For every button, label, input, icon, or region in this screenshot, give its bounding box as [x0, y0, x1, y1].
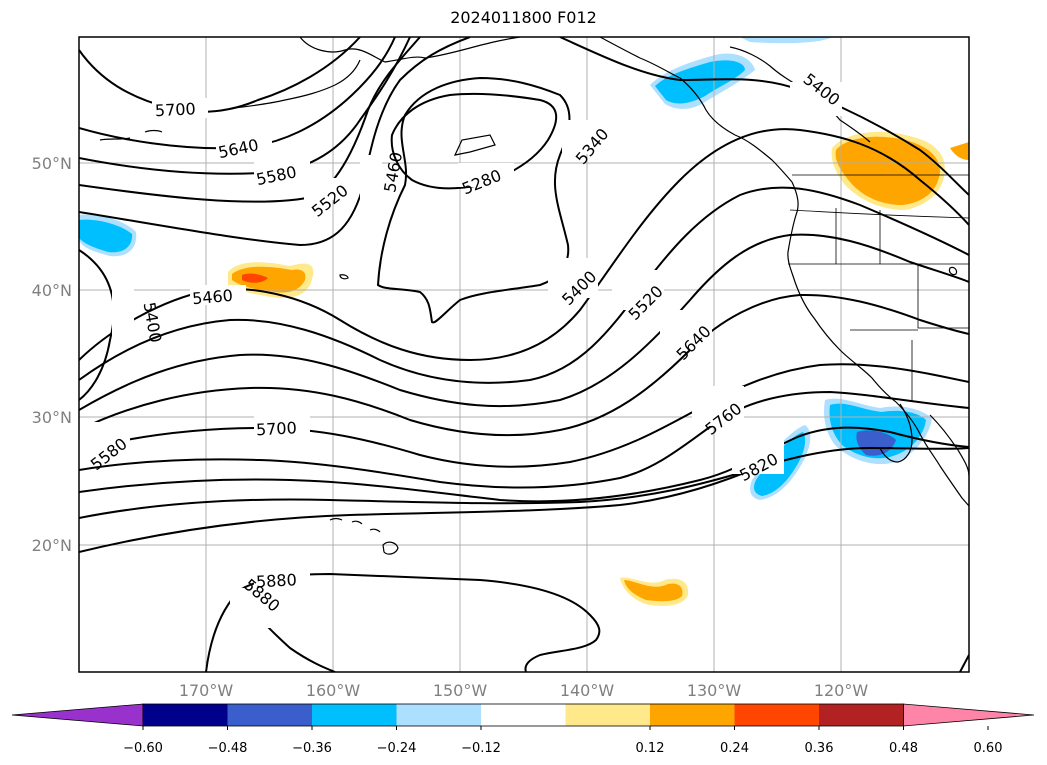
- colorbar-extend-low: [11, 703, 144, 727]
- colorbar-extend-high: [903, 703, 1035, 727]
- contour-5880-south: [205, 572, 601, 672]
- contour-5460-north: [79, 37, 471, 247]
- colorbar-ticks: −0.60 −0.48 −0.36 −0.24 −0.12 0.12 0.24 0.36 0.4…: [123, 726, 1002, 756]
- contour-5820: [79, 426, 969, 503]
- contour-5880-a: [79, 446, 969, 519]
- colorbar-segment: [481, 704, 566, 726]
- colorbar-segment: [396, 704, 482, 726]
- colorbar-tick-label: −0.12: [461, 741, 501, 756]
- lon-label: 150°W: [433, 681, 488, 700]
- colorbar-segment: [143, 704, 228, 726]
- colorbar-tick-label: 0.60: [974, 741, 1003, 756]
- lat-label: 20°N: [32, 536, 72, 555]
- lat-label: 30°N: [32, 408, 72, 427]
- colorbar-tick-label: −0.36: [292, 741, 332, 756]
- contour-label: 5700: [155, 99, 197, 120]
- lon-label: 120°W: [814, 681, 869, 700]
- contour-5880-b: [79, 461, 771, 553]
- colorbar-tick-label: 0.48: [889, 741, 918, 756]
- colorbar-tick-label: −0.48: [208, 741, 248, 756]
- coast-us-west: [787, 181, 897, 403]
- map-title: 2024011800 F012: [450, 8, 597, 27]
- colorbar-tick-label: 0.36: [805, 741, 834, 756]
- coast-baja: [895, 401, 969, 507]
- contour-label: 5700: [256, 418, 298, 439]
- lon-label: 140°W: [560, 681, 615, 700]
- contour-label: 5460: [191, 286, 233, 308]
- colorbar-segment: [819, 704, 904, 726]
- colorbar-tick-label: 0.24: [720, 741, 749, 756]
- colorbar-segment: [734, 704, 820, 726]
- islands-hawaii: [329, 517, 399, 555]
- colorbar-tick-label: 0.12: [636, 741, 665, 756]
- contour-5400-outer: [79, 249, 115, 401]
- colorbar-segment: [312, 704, 397, 726]
- colorbar-segment: [650, 704, 735, 726]
- contour-5580-main: [79, 233, 969, 411]
- contour-5520-main: [79, 186, 969, 384]
- map-area: [79, 37, 969, 672]
- coastlines: [99, 37, 969, 555]
- colorbar-tick-label: −0.24: [377, 741, 417, 756]
- colorbar-tick-label: −0.60: [123, 741, 163, 756]
- colorbar-segment: [227, 704, 313, 726]
- lon-label: 160°W: [306, 681, 361, 700]
- colorbar-outline: [142, 703, 904, 727]
- contour-5700-north: [79, 37, 361, 113]
- longitude-labels: 170°W 160°W 150°W 140°W 130°W 120°W: [179, 681, 869, 700]
- lat-label: 40°N: [32, 281, 72, 300]
- contour-5640-north: [79, 37, 396, 150]
- lat-label: 50°N: [32, 154, 72, 173]
- latitude-labels: 50°N 40°N 30°N 20°N: [32, 154, 72, 555]
- lon-label: 130°W: [687, 681, 742, 700]
- contour-5640-main: [79, 293, 969, 437]
- colorbar: [11, 703, 1035, 727]
- graticule: [79, 37, 969, 672]
- borders: [788, 174, 969, 402]
- contour-label: 5880: [256, 570, 298, 591]
- lon-label: 170°W: [179, 681, 234, 700]
- contour-5760: [79, 390, 969, 489]
- contour-5400-inner: [376, 76, 571, 324]
- contour-5340: [390, 92, 558, 190]
- map-frame: [78, 36, 970, 673]
- colorbar-segment: [565, 704, 651, 726]
- coast-alaska-south: [299, 37, 521, 63]
